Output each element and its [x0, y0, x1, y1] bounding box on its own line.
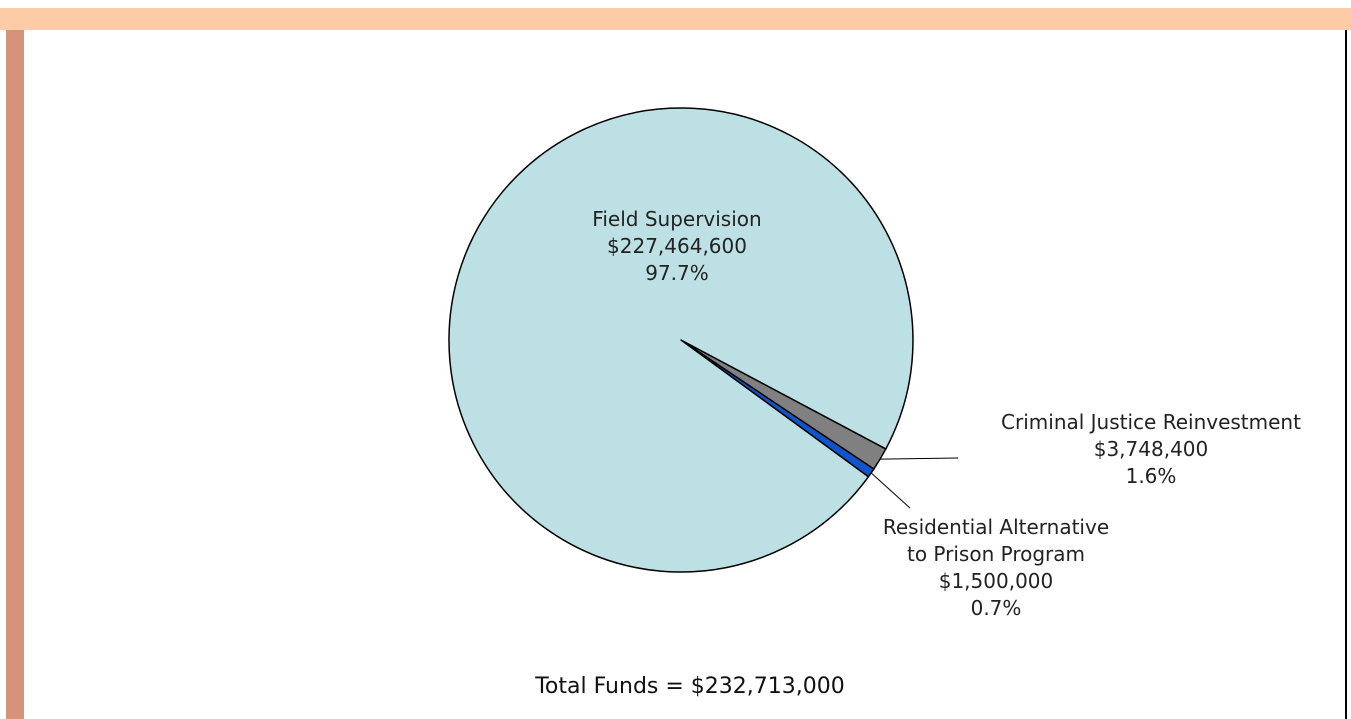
right-border-rule [1345, 30, 1347, 719]
slice-label-field-supervision: Field Supervision [592, 207, 761, 231]
pie-slices [448, 107, 914, 573]
slice-percent-field-supervision: 97.7% [645, 261, 709, 285]
leader-line-residential-alternative [870, 472, 911, 509]
left-accent-bar [6, 30, 24, 719]
slice-label-residential-alternative-line2: to Prison Program [907, 542, 1085, 566]
total-funds-label: Total Funds = $232,713,000 [534, 674, 845, 699]
slice-amount-criminal-justice-reinvestment: $3,748,400 [1094, 437, 1209, 461]
leader-lines [870, 457, 959, 509]
slice-amount-field-supervision: $227,464,600 [607, 234, 747, 258]
leader-line-criminal-justice-reinvestment [880, 457, 959, 460]
slice-label-criminal-justice-reinvestment: Criminal Justice Reinvestment [1001, 410, 1301, 434]
top-band-edge [0, 0, 1351, 8]
slice-field-supervision [448, 107, 914, 573]
slice-percent-criminal-justice-reinvestment: 1.6% [1126, 464, 1177, 488]
slice-percent-residential-alternative: 0.7% [971, 596, 1022, 620]
slice-amount-residential-alternative: $1,500,000 [939, 569, 1054, 593]
slice-label-residential-alternative-line1: Residential Alternative [883, 515, 1109, 539]
